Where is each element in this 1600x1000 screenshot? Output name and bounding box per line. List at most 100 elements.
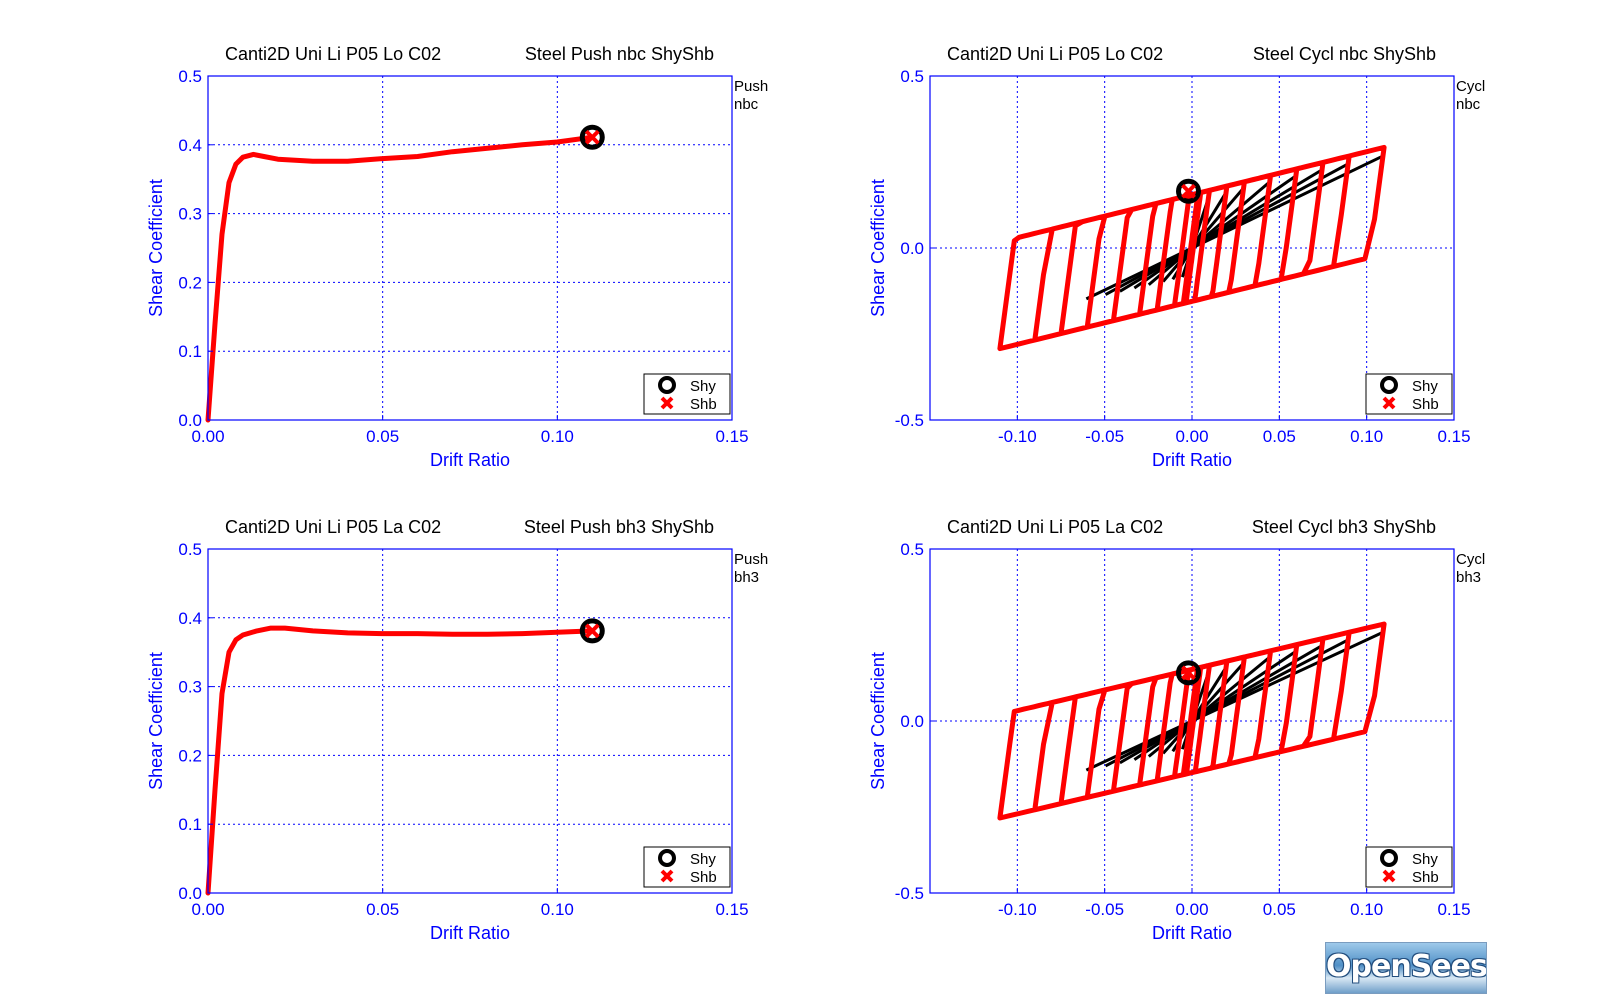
shb-marker <box>584 623 600 639</box>
x-tick-label: 0.15 <box>715 900 748 919</box>
legend-box <box>643 846 731 888</box>
y-tick-label: -0.5 <box>895 411 924 430</box>
x-tick-label: 0.05 <box>1263 427 1296 446</box>
legend-label: Shy <box>690 378 716 395</box>
skeleton-line <box>1147 180 1272 286</box>
y-tick-label: 0.5 <box>178 540 202 559</box>
legend-shb-marker <box>1382 396 1396 410</box>
x-tick-label: -0.05 <box>1085 427 1124 446</box>
y-axis-label: Shear Coefficient <box>146 179 166 317</box>
shb-marker <box>1181 665 1196 681</box>
y-axis-label: Shear Coefficient <box>868 179 888 317</box>
legend-shy-marker <box>1380 376 1398 394</box>
chart-panel: 0.00 0.05 0.10 0.15 0.0 0.1 0.2 0.3 0.4 0.5 Drift … <box>146 517 768 943</box>
x-axis-label: Drift Ratio <box>430 450 510 470</box>
chart-title-right: Steel Cycl nbc ShyShb <box>1253 44 1436 64</box>
y-axis-label: Shear Coefficient <box>146 652 166 790</box>
y-tick-label: 0.0 <box>900 712 924 731</box>
hysteresis-line <box>997 621 1387 821</box>
chart-panel: 0.00 0.05 0.10 0.15 0.0 0.1 0.2 0.3 0.4 0.5 Drift … <box>146 44 768 470</box>
y-tick-label: 0.2 <box>178 746 202 765</box>
skeleton-line <box>1085 154 1385 301</box>
series-line <box>205 625 595 896</box>
side-label: bh3 <box>734 569 759 586</box>
plot-frame <box>207 548 733 894</box>
side-label: Push <box>734 551 768 568</box>
series-line <box>205 134 595 423</box>
x-tick-label: 0.10 <box>541 900 574 919</box>
x-tick-label: 0.00 <box>191 900 224 919</box>
shy-marker <box>1176 178 1202 204</box>
legend-label: Shb <box>690 396 717 413</box>
y-tick-label: 0.3 <box>178 678 202 697</box>
x-tick-label: 0.00 <box>191 427 224 446</box>
y-tick-label: 0.5 <box>900 67 924 86</box>
skeleton-line <box>1147 655 1272 758</box>
side-label: nbc <box>734 96 759 113</box>
shb-marker <box>1181 183 1196 199</box>
legend-shy-marker <box>658 376 676 394</box>
logo-text: OpenSees <box>1326 949 1487 984</box>
x-axis-label: Drift Ratio <box>1152 923 1232 943</box>
legend-label: Shy <box>1412 851 1438 868</box>
shy-marker <box>579 124 605 150</box>
y-tick-label: 0.5 <box>178 67 202 86</box>
chart-panel: -0.10 -0.05 0.00 0.05 0.10 0.15 -0.5 0.0 0.5 Drif… <box>868 517 1485 943</box>
x-tick-label: 0.05 <box>366 900 399 919</box>
x-tick-label: 0.10 <box>541 427 574 446</box>
x-axis-label: Drift Ratio <box>430 923 510 943</box>
x-tick-label: 0.05 <box>366 427 399 446</box>
y-axis-label: Shear Coefficient <box>868 652 888 790</box>
x-tick-label: 0.00 <box>1175 900 1208 919</box>
y-tick-label: 0.2 <box>178 273 202 292</box>
side-label: Push <box>734 78 768 95</box>
opensees-logo: OpenSees <box>1325 942 1487 994</box>
y-tick-label: -0.5 <box>895 884 924 903</box>
hysteresis-line <box>997 144 1387 352</box>
y-tick-label: 0.5 <box>900 540 924 559</box>
legend-shb-marker <box>660 869 674 883</box>
chart-title-left: Canti2D Uni Li P05 La C02 <box>225 517 441 537</box>
side-label: Cycl <box>1456 551 1485 568</box>
plot-frame <box>207 75 733 421</box>
x-tick-label: 0.10 <box>1350 900 1383 919</box>
x-tick-label: -0.10 <box>998 427 1037 446</box>
legend-label: Shb <box>690 869 717 886</box>
y-tick-label: 0.0 <box>900 239 924 258</box>
y-tick-label: 0.4 <box>178 136 202 155</box>
legend-shy-marker <box>1380 849 1398 867</box>
x-axis-label: Drift Ratio <box>1152 450 1232 470</box>
x-tick-label: -0.05 <box>1085 900 1124 919</box>
y-tick-label: 0.3 <box>178 205 202 224</box>
chart-title-right: Steel Cycl bh3 ShyShb <box>1252 517 1436 537</box>
x-tick-label: 0.00 <box>1175 427 1208 446</box>
x-tick-label: -0.10 <box>998 900 1037 919</box>
y-tick-label: 0.0 <box>178 411 202 430</box>
side-label: nbc <box>1456 96 1481 113</box>
legend-box <box>643 373 731 415</box>
legend-label: Shy <box>1412 378 1438 395</box>
skeleton-line <box>1085 630 1385 772</box>
x-tick-label: 0.15 <box>1437 427 1470 446</box>
chart-title-left: Canti2D Uni Li P05 Lo C02 <box>947 44 1163 64</box>
x-tick-label: 0.15 <box>715 427 748 446</box>
legend-shy-marker <box>658 849 676 867</box>
x-tick-label: 0.15 <box>1437 900 1470 919</box>
legend-shb-marker <box>1382 869 1396 883</box>
legend-shb-marker <box>660 396 674 410</box>
legend-label: Shb <box>1412 869 1439 886</box>
chart-title-right: Steel Push nbc ShyShb <box>525 44 714 64</box>
side-label: bh3 <box>1456 569 1481 586</box>
chart-title-left: Canti2D Uni Li P05 La C02 <box>947 517 1163 537</box>
x-tick-label: 0.05 <box>1263 900 1296 919</box>
chart-panel: -0.10 -0.05 0.00 0.05 0.10 0.15 -0.5 0.0 0.5 Drif… <box>868 44 1485 470</box>
legend-label: Shy <box>690 851 716 868</box>
chart-title-left: Canti2D Uni Li P05 Lo C02 <box>225 44 441 64</box>
shy-marker <box>1176 660 1202 686</box>
x-tick-label: 0.10 <box>1350 427 1383 446</box>
chart-title-right: Steel Push bh3 ShyShb <box>524 517 714 537</box>
legend-box <box>1365 373 1453 415</box>
y-tick-label: 0.4 <box>178 609 202 628</box>
legend-box <box>1365 846 1453 888</box>
